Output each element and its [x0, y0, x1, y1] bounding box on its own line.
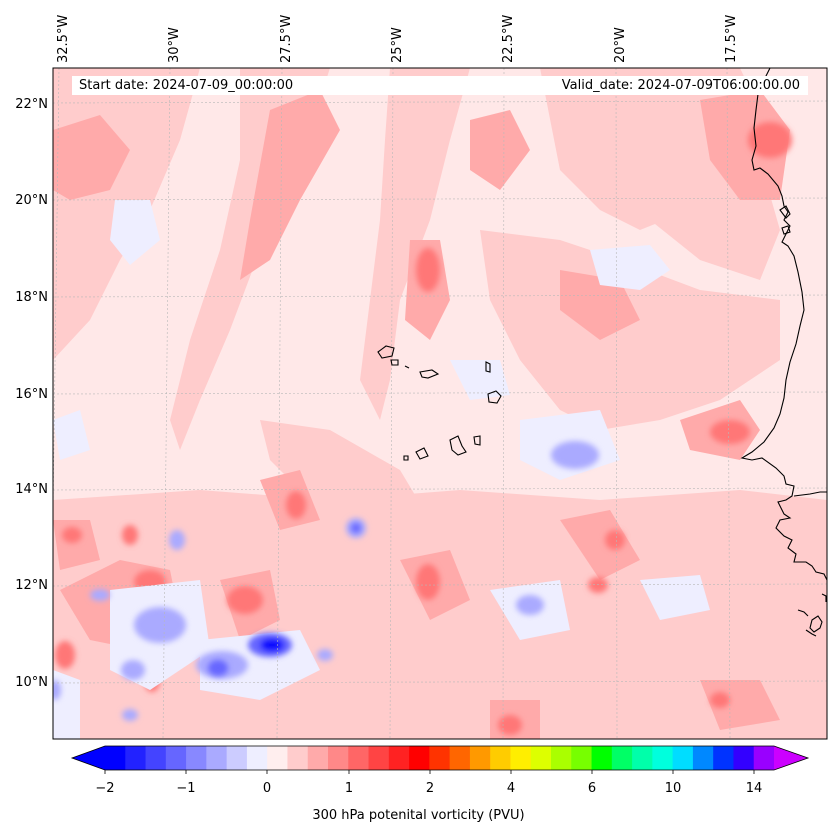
- colorbar-segment: [206, 746, 228, 770]
- colorbar-segment: [672, 746, 694, 770]
- west-africa-coastline: [740, 68, 827, 637]
- colorbar-segment: [449, 746, 471, 770]
- island-boa-vista: [487, 390, 502, 404]
- colorbar-segment: [165, 746, 187, 770]
- colorbar-segment: [632, 746, 653, 770]
- island-sao-vicente: [390, 359, 399, 366]
- colorbar-segment: [246, 746, 268, 770]
- lon-label: 17.5°W: [724, 14, 739, 63]
- pv-strong-features: [55, 122, 792, 735]
- colorbar-tick-label: 6: [587, 781, 597, 796]
- lon-label: 30°W: [167, 27, 182, 63]
- colorbar-title: 300 hPa potenital vorticity (PVU): [312, 808, 525, 823]
- colorbar-segment: [368, 746, 390, 770]
- colorbar-segment: [307, 746, 329, 770]
- colorbar-segment: [287, 746, 309, 770]
- colorbar-segment: [591, 746, 613, 770]
- island-santiago: [449, 435, 467, 456]
- colorbar-segment: [611, 746, 633, 770]
- pv-negative-medium: [53, 441, 599, 721]
- colorbar-segment: [692, 746, 714, 770]
- lat-label: 18°N: [15, 290, 48, 305]
- colorbar-segment: [490, 746, 512, 770]
- lat-label: 12°N: [15, 578, 48, 593]
- lat-label: 20°N: [15, 193, 48, 208]
- colorbar-tick-label: −1: [176, 781, 196, 796]
- lon-label: 20°W: [613, 27, 628, 63]
- colorbar-segment: [530, 746, 552, 770]
- colorbar-segment: [348, 746, 370, 770]
- colorbar-segment: [328, 746, 349, 770]
- colorbar-segment: [551, 746, 572, 770]
- colorbar-tick-label: 10: [664, 781, 682, 796]
- colorbar-segment: [388, 746, 410, 770]
- colorbar-segment: [469, 746, 491, 770]
- colorbar-tick-label: 2: [425, 781, 435, 796]
- colorbar-tick-label: 0: [262, 781, 272, 796]
- cape-verde-islands: [377, 345, 502, 461]
- island-brava: [403, 455, 409, 461]
- lon-label: 27.5°W: [279, 14, 294, 63]
- pv-negative-strong: [208, 523, 361, 676]
- colorbar-segment: [226, 746, 248, 770]
- lon-label: 22.5°W: [501, 14, 516, 63]
- map-frame: [52, 67, 828, 740]
- colorbar-tick-label: 14: [745, 781, 763, 796]
- colorbar: [70, 745, 810, 774]
- colorbar-tick-label: 1: [344, 781, 354, 796]
- lat-label: 16°N: [15, 387, 48, 402]
- island-santa-luzia: [404, 365, 410, 369]
- valid-date-label: Valid_date: 2024-07-09T06:00:00.00: [561, 78, 800, 93]
- colorbar-segment: [186, 746, 207, 770]
- map-gridlines: [53, 68, 827, 739]
- colorbar-segment: [753, 746, 775, 770]
- lon-label: 25°W: [390, 27, 405, 63]
- colorbar-tick-label: −2: [95, 781, 115, 796]
- lat-label: 14°N: [15, 482, 48, 497]
- colorbar-segment: [105, 746, 126, 770]
- island-fogo: [415, 447, 429, 460]
- start-date-label: Start date: 2024-07-09_00:00:00: [79, 78, 294, 93]
- lat-label: 22°N: [15, 97, 48, 112]
- lat-label: 10°N: [15, 675, 48, 690]
- island-santo-antao: [377, 345, 395, 359]
- colorbar-tick-label: 4: [506, 781, 516, 796]
- colorbar-segment: [409, 746, 430, 770]
- island-sal: [485, 361, 491, 373]
- island-sao-nicolau: [419, 369, 440, 379]
- lon-label: 32.5°W: [56, 14, 71, 63]
- colorbar-segment: [733, 746, 755, 770]
- date-annotation-box: [72, 76, 808, 95]
- colorbar-segment: [510, 746, 532, 770]
- colorbar-segment: [713, 746, 735, 770]
- colorbar-segment: [571, 746, 593, 770]
- colorbar-segment: [267, 746, 289, 770]
- colorbar-extend-max: [774, 746, 808, 770]
- pv-field: [53, 68, 827, 739]
- colorbar-extend-min: [72, 746, 105, 770]
- colorbar-segment: [145, 746, 167, 770]
- colorbar-segment: [652, 746, 674, 770]
- colorbar-segment: [429, 746, 451, 770]
- colorbar-segment: [125, 746, 147, 770]
- island-maio: [473, 435, 481, 446]
